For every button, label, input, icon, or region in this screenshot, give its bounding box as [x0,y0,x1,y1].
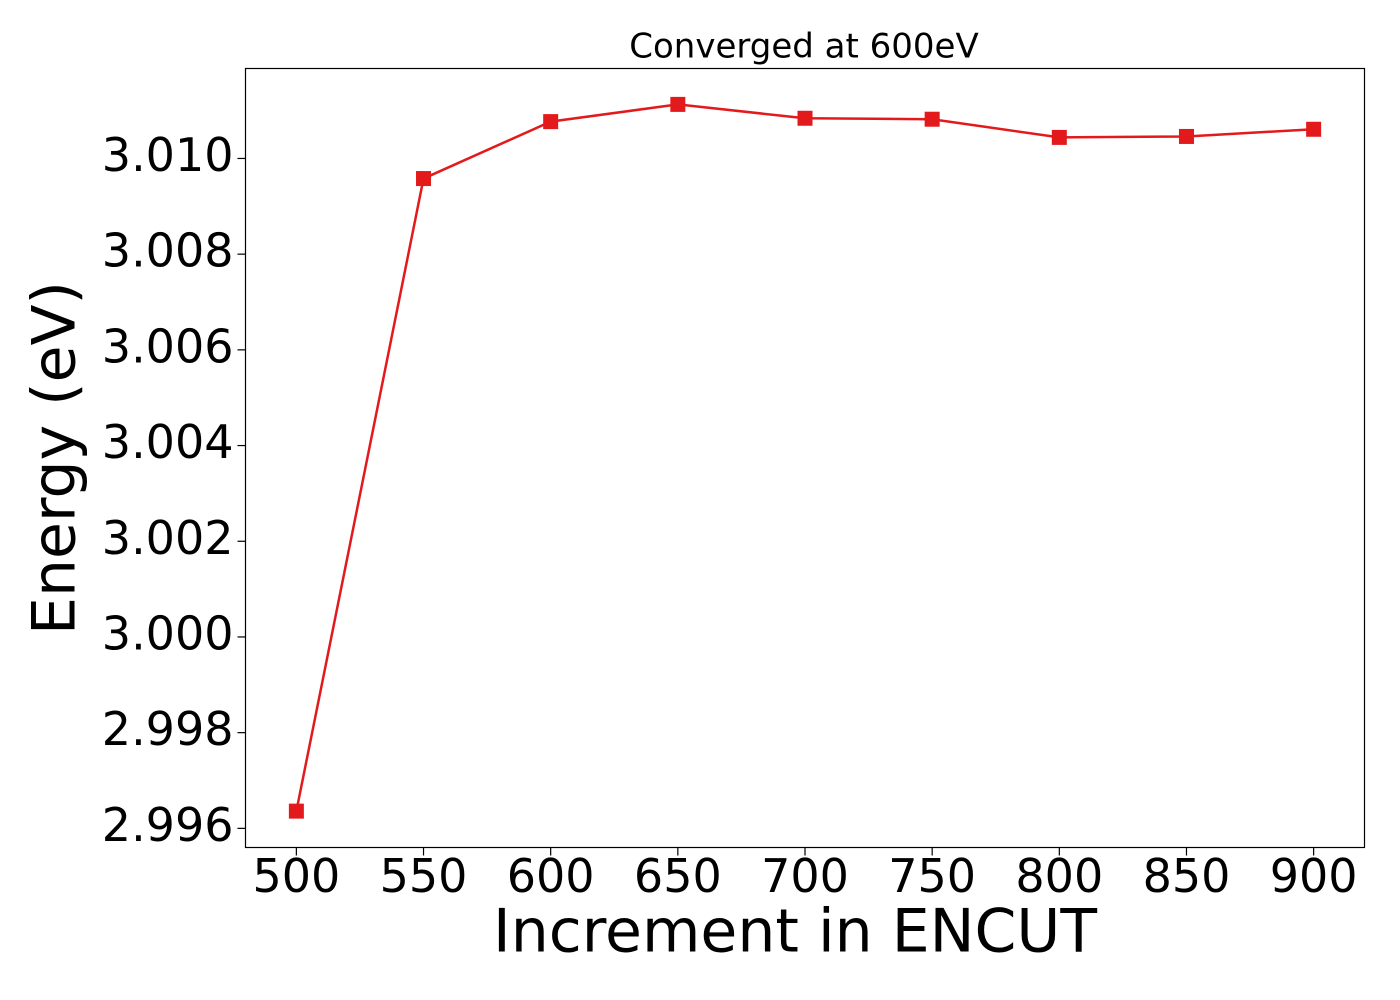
marker [797,110,813,126]
x-tick-label: 800 [1015,849,1103,903]
marker [924,111,940,127]
plot-frame [244,67,1366,849]
x-tick-label: 600 [507,849,595,903]
series-line [295,103,1314,812]
y-tick-label: 3.002 [102,511,234,565]
x-tick-label: 900 [1270,849,1358,903]
x-tick-label: 650 [634,849,722,903]
y-tick-label: 3.000 [102,606,234,660]
x-tick-label: 700 [761,849,849,903]
marker [288,803,304,819]
x-axis-label: Increment in ENCUT [493,897,1097,967]
y-axis-label: Energy (eV) [20,281,90,635]
marker [1178,128,1194,144]
y-tick-label: 2.998 [102,702,234,756]
marker [1306,121,1322,137]
marker [416,171,432,187]
x-tick-label: 750 [888,849,976,903]
marker [670,96,686,112]
chart-title: Converged at 600eV [629,27,978,67]
x-tick-label: 550 [380,849,468,903]
y-tick-label: 3.008 [102,224,234,278]
y-tick-label: 3.006 [102,319,234,373]
y-tick-label: 2.996 [102,798,234,852]
y-tick-label: 3.010 [102,128,234,182]
marker [1051,129,1067,145]
y-tick-label: 3.004 [102,415,234,469]
x-tick-label: 850 [1143,849,1231,903]
x-tick-label: 500 [252,849,340,903]
marker [543,114,559,130]
